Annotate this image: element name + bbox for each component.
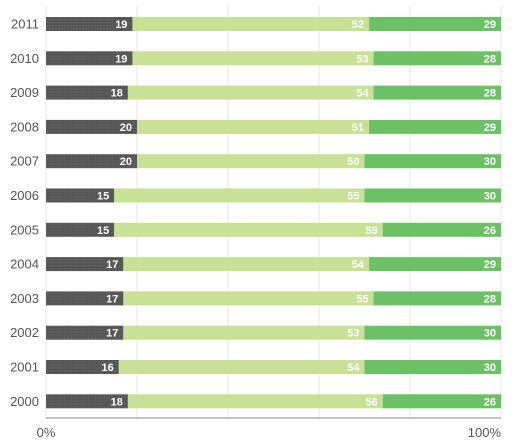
data-label: 55 (356, 293, 368, 305)
data-label: 29 (484, 259, 496, 271)
bar-segment (127, 85, 374, 100)
bar-segment (369, 119, 501, 134)
bar-segment (114, 188, 365, 203)
bar-segment (369, 257, 501, 272)
data-label: 28 (484, 293, 496, 305)
bar-segment (46, 222, 115, 237)
gridlines (45, 6, 502, 418)
category-label: 2011 (11, 17, 39, 32)
data-label: 28 (484, 53, 496, 65)
category-labels: 2011 2010 2009 2008 2007 2006 2005 2004 2003 2002… (10, 17, 39, 409)
bar-segment (373, 291, 501, 306)
bar-segment (364, 188, 501, 203)
data-label: 54 (347, 362, 360, 374)
bar-segment (114, 222, 383, 237)
category-label: 2009 (10, 85, 39, 100)
data-label: 17 (106, 293, 118, 305)
data-label: 16 (102, 362, 114, 374)
category-label: 2002 (10, 325, 39, 340)
data-label: 20 (120, 156, 132, 168)
category-label: 2004 (10, 257, 39, 272)
bar-segment (46, 188, 115, 203)
data-label: 56 (365, 396, 377, 408)
bar-segment (127, 394, 383, 409)
bar-segment (382, 222, 501, 237)
data-label: 15 (97, 191, 109, 203)
bar-segment (132, 51, 374, 66)
x-tick-label-max: 100% (468, 425, 502, 440)
data-label: 18 (111, 88, 123, 100)
bar-segment (46, 394, 128, 409)
category-label: 2005 (10, 222, 39, 237)
bars: 19 52 29 19 53 28 18 54 28 20 51 29 20 50 30 15 55 30 15 59… (46, 17, 501, 409)
bar-segment (46, 325, 124, 340)
bar-segment (364, 360, 501, 374)
bar-segment (369, 17, 501, 31)
bar-segment (137, 154, 365, 169)
category-label: 2003 (10, 291, 39, 306)
data-label: 30 (484, 156, 496, 168)
category-label: 2010 (10, 51, 39, 66)
bar-segment (382, 394, 501, 409)
bar-segment (46, 154, 137, 169)
bar-segment (123, 325, 365, 340)
bar-segment (123, 291, 374, 306)
x-tick-label-min: 0% (37, 425, 56, 440)
bar-segment (46, 291, 124, 306)
bar-segment (46, 257, 124, 272)
bar-segment (364, 325, 501, 340)
data-label: 19 (115, 53, 127, 65)
bar-segment (46, 51, 133, 66)
data-label: 28 (484, 88, 496, 100)
category-label: 2001 (10, 360, 39, 375)
data-label: 50 (347, 156, 359, 168)
data-label: 51 (352, 122, 364, 134)
data-label: 19 (115, 19, 127, 31)
data-label: 15 (97, 225, 109, 237)
category-label: 2007 (10, 154, 39, 169)
bar-segment (46, 360, 119, 374)
data-label: 53 (356, 53, 368, 65)
data-label: 29 (484, 19, 496, 31)
data-label: 18 (111, 396, 123, 408)
data-label: 55 (347, 191, 359, 203)
data-label: 20 (120, 122, 132, 134)
bar-segment (132, 17, 370, 31)
data-label: 54 (356, 88, 369, 100)
data-label: 17 (106, 259, 118, 271)
bar-segment (373, 85, 501, 100)
data-label: 26 (484, 396, 496, 408)
category-label: 2008 (10, 119, 39, 134)
data-label: 29 (484, 122, 496, 134)
bar-segment (123, 257, 370, 272)
bar-segment (364, 154, 501, 169)
data-label: 59 (365, 225, 377, 237)
bar-segment (46, 85, 128, 100)
data-label: 54 (352, 259, 365, 271)
bar-segment (373, 51, 501, 66)
bar-segment (118, 360, 365, 374)
data-label: 52 (352, 19, 364, 31)
data-label: 30 (484, 362, 496, 374)
data-label: 30 (484, 328, 496, 340)
bar-segment (46, 17, 133, 31)
category-label: 2000 (10, 394, 39, 409)
data-label: 30 (484, 191, 496, 203)
bar-segment (137, 119, 370, 134)
bar-segment (46, 119, 137, 134)
data-label: 26 (484, 225, 496, 237)
data-label: 17 (106, 328, 118, 340)
data-label: 53 (347, 328, 359, 340)
category-label: 2006 (10, 188, 39, 203)
